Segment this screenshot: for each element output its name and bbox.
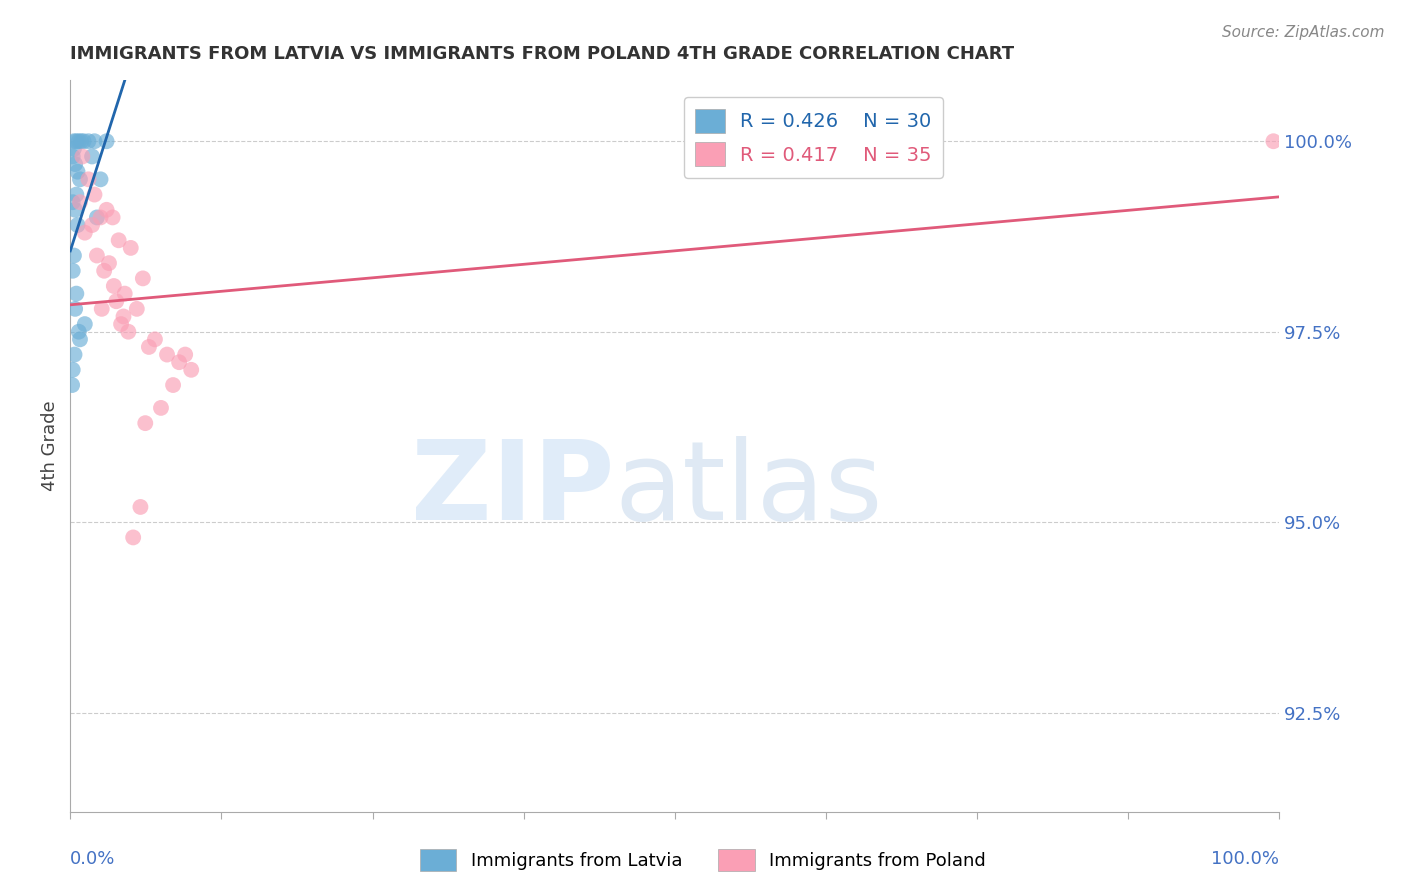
Point: [93, 264, 115, 278]
Point: [125, 301, 148, 316]
Point: [129, 500, 152, 514]
Point: [65, 134, 87, 148]
Text: ZIP: ZIP: [411, 436, 614, 543]
Point: [105, 294, 128, 309]
Text: IMMIGRANTS FROM LATVIA VS IMMIGRANTS FROM POLAND 4TH GRADE CORRELATION CHART: IMMIGRANTS FROM LATVIA VS IMMIGRANTS FRO…: [70, 45, 1014, 63]
Point: [72, 149, 94, 163]
Point: [143, 332, 166, 346]
Point: [66, 164, 89, 178]
Point: [62, 264, 84, 278]
Point: [69, 332, 91, 346]
Point: [117, 325, 139, 339]
Point: [138, 340, 160, 354]
Point: [86, 248, 108, 262]
Point: [73, 226, 96, 240]
Point: [63, 202, 86, 217]
Point: [90, 301, 112, 316]
Point: [1263, 134, 1285, 148]
Point: [83, 134, 105, 148]
Point: [63, 248, 86, 262]
Point: [132, 271, 155, 285]
Point: [120, 241, 142, 255]
Point: [96, 134, 118, 148]
Point: [150, 401, 173, 415]
Text: 0.0%: 0.0%: [70, 850, 115, 868]
Legend: R = 0.426    N = 30, R = 0.417    N = 35: R = 0.426 N = 30, R = 0.417 N = 35: [683, 97, 943, 178]
Point: [156, 347, 179, 361]
Point: [98, 256, 121, 270]
Point: [134, 416, 156, 430]
Point: [69, 172, 91, 186]
Point: [112, 310, 135, 324]
Point: [77, 172, 100, 186]
Point: [72, 134, 94, 148]
Point: [174, 347, 197, 361]
Point: [86, 211, 108, 225]
Point: [77, 134, 100, 148]
Point: [60, 378, 83, 392]
Point: [67, 134, 90, 148]
Point: [90, 172, 111, 186]
Point: [107, 233, 129, 247]
Text: atlas: atlas: [614, 436, 883, 543]
Point: [73, 317, 96, 331]
Point: [83, 187, 105, 202]
Point: [63, 142, 86, 156]
Legend: Immigrants from Latvia, Immigrants from Poland: Immigrants from Latvia, Immigrants from …: [413, 842, 993, 879]
Point: [63, 157, 86, 171]
Text: Source: ZipAtlas.com: Source: ZipAtlas.com: [1222, 25, 1385, 40]
Point: [114, 286, 136, 301]
Point: [65, 286, 87, 301]
Point: [167, 355, 190, 369]
Text: 100.0%: 100.0%: [1212, 850, 1279, 868]
Point: [63, 134, 86, 148]
Point: [90, 211, 111, 225]
Point: [110, 317, 132, 331]
Point: [65, 187, 87, 202]
Point: [180, 363, 202, 377]
Point: [122, 531, 145, 545]
Point: [96, 202, 118, 217]
Point: [70, 134, 93, 148]
Point: [80, 218, 103, 232]
Point: [67, 325, 90, 339]
Point: [101, 211, 124, 225]
Point: [162, 378, 184, 392]
Point: [80, 149, 103, 163]
Y-axis label: 4th Grade: 4th Grade: [41, 401, 59, 491]
Point: [103, 279, 125, 293]
Point: [63, 347, 86, 361]
Point: [62, 195, 84, 210]
Point: [63, 301, 86, 316]
Point: [69, 195, 91, 210]
Point: [66, 218, 89, 232]
Point: [62, 149, 84, 163]
Point: [62, 363, 84, 377]
